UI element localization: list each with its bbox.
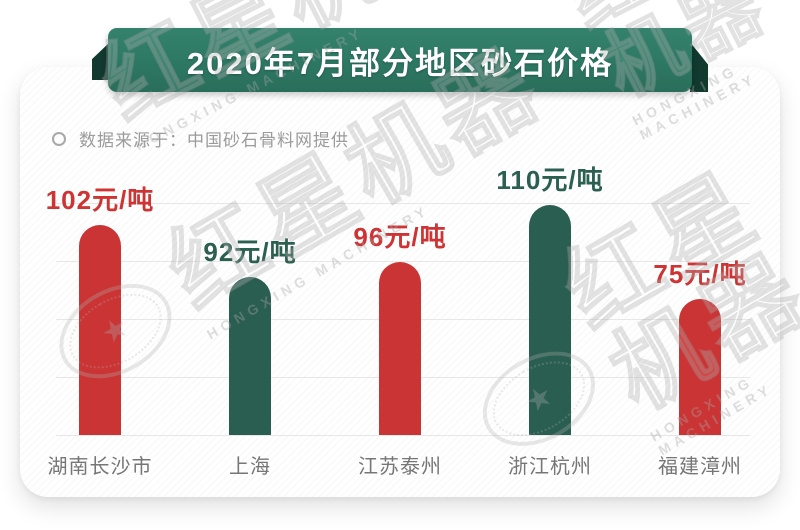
chart-area: 102元/吨湖南长沙市 92元/吨上海 96元/吨江苏泰州 110元/吨浙江杭州 75元… xyxy=(20,67,780,497)
bar-value-label: 96元/吨 xyxy=(353,222,447,252)
bar-category-label: 浙江杭州 xyxy=(508,456,592,478)
bar-value-label: 92元/吨 xyxy=(203,237,297,267)
title-banner: 2020年7月部分地区砂石价格 xyxy=(108,28,692,92)
bar-category-label: 福建漳州 xyxy=(658,456,742,478)
data-source-row: 数据来源于：中国砂石骨料网提供 xyxy=(52,126,349,151)
bar-value-label: 110元/吨 xyxy=(496,165,604,195)
bar-category-label: 江苏泰州 xyxy=(358,456,442,478)
bar-category-label: 湖南长沙市 xyxy=(47,456,153,478)
bar xyxy=(229,277,271,435)
bar xyxy=(79,225,121,435)
data-source-text: 数据来源于：中国砂石骨料网提供 xyxy=(79,131,349,150)
bar xyxy=(379,262,421,435)
gridline xyxy=(56,261,750,262)
bar xyxy=(679,299,721,435)
bar-value-label: 75元/吨 xyxy=(653,259,747,289)
chart-card: 数据来源于：中国砂石骨料网提供 102元/吨湖南长沙市 92元/吨上海 96元/吨江… xyxy=(20,67,780,497)
bar-category-label: 上海 xyxy=(229,456,271,478)
circle-bullet-icon xyxy=(52,131,66,146)
page-title: 2020年7月部分地区砂石价格 xyxy=(186,45,614,81)
gridline xyxy=(56,203,750,204)
bar xyxy=(529,205,571,435)
ribbon-fold-right xyxy=(690,42,708,92)
bar-value-label: 102元/吨 xyxy=(45,185,155,215)
gridline xyxy=(56,435,750,436)
